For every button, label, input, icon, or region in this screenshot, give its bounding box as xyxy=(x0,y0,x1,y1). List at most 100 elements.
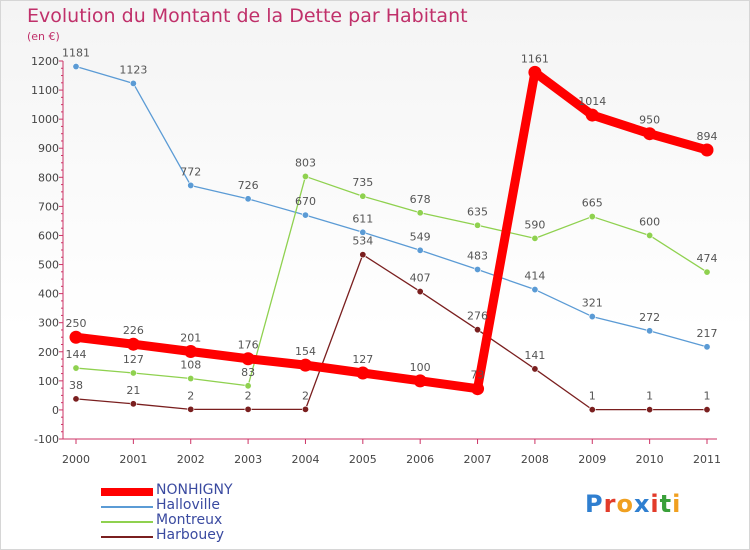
data-label-halloville: 483 xyxy=(467,249,488,262)
data-label-nonhigny: 100 xyxy=(410,361,431,374)
data-point-halloville xyxy=(244,195,252,203)
data-label-nonhigny: 201 xyxy=(180,331,201,344)
y-tick-label: 1100 xyxy=(31,84,59,97)
data-label-montreux: 108 xyxy=(180,359,201,372)
data-point-harbouey xyxy=(129,400,137,408)
data-point-harbouey xyxy=(588,406,596,414)
data-label-harbouey: 2 xyxy=(245,389,252,402)
data-label-halloville: 1181 xyxy=(62,47,90,60)
data-point-montreux xyxy=(416,209,424,217)
data-label-montreux: 127 xyxy=(123,353,144,366)
y-tick-label: 1200 xyxy=(31,55,59,68)
data-point-halloville xyxy=(531,286,539,294)
data-point-halloville xyxy=(129,79,137,87)
data-point-halloville xyxy=(588,313,596,321)
data-label-harbouey: 2 xyxy=(187,389,194,402)
data-label-harbouey: 1 xyxy=(646,390,653,403)
proxiti-logo: Proxiti xyxy=(585,490,681,518)
data-point-harbouey xyxy=(646,406,654,414)
data-point-halloville xyxy=(416,246,424,254)
data-point-halloville xyxy=(474,265,482,273)
logo-letter: t xyxy=(659,490,673,518)
legend-label: Montreux xyxy=(156,512,223,528)
data-point-montreux xyxy=(359,192,367,200)
legend-swatch xyxy=(101,488,153,496)
axes: -100010020030040050060070080090010001100… xyxy=(31,55,721,466)
data-label-nonhigny: 1161 xyxy=(521,52,549,65)
y-tick-label: 100 xyxy=(38,375,59,388)
data-point-montreux xyxy=(474,221,482,229)
data-point-nonhigny xyxy=(184,344,198,358)
data-point-nonhigny xyxy=(356,366,370,380)
x-tick-label: 2005 xyxy=(349,453,377,466)
series-line-montreux xyxy=(75,175,708,387)
y-tick-label: 700 xyxy=(38,200,59,213)
data-point-halloville xyxy=(646,327,654,335)
y-tick-label: 300 xyxy=(38,317,59,330)
y-tick-label: 500 xyxy=(38,259,59,272)
y-tick-label: 400 xyxy=(38,288,59,301)
data-point-montreux xyxy=(72,364,80,372)
logo-letter: i xyxy=(672,490,682,518)
data-point-nonhigny xyxy=(471,382,485,396)
data-label-nonhigny: 73 xyxy=(471,369,485,382)
x-tick-label: 2007 xyxy=(464,453,492,466)
data-label-halloville: 670 xyxy=(295,195,316,208)
data-label-montreux: 590 xyxy=(524,218,545,231)
data-point-montreux xyxy=(244,382,252,390)
data-label-halloville: 414 xyxy=(524,270,545,283)
y-tick-label: 900 xyxy=(38,142,59,155)
data-point-harbouey xyxy=(301,405,309,413)
data-point-harbouey xyxy=(72,395,80,403)
y-tick-label: 800 xyxy=(38,171,59,184)
x-tick-label: 2011 xyxy=(693,453,721,466)
data-label-halloville: 611 xyxy=(352,212,373,225)
series-line-halloville xyxy=(75,65,708,348)
data-point-harbouey xyxy=(359,251,367,259)
data-label-harbouey: 1 xyxy=(589,390,596,403)
data-label-nonhigny: 250 xyxy=(66,317,87,330)
data-label-harbouey: 407 xyxy=(410,272,431,285)
data-point-nonhigny xyxy=(528,65,542,79)
data-label-halloville: 772 xyxy=(180,165,201,178)
legend-swatch xyxy=(101,521,153,523)
data-label-halloville: 1123 xyxy=(119,63,147,76)
logo-letter: x xyxy=(633,490,651,518)
logo-letter: P xyxy=(585,490,604,518)
data-point-harbouey xyxy=(187,405,195,413)
data-label-nonhigny: 894 xyxy=(697,130,718,143)
data-label-harbouey: 38 xyxy=(69,379,83,392)
data-point-nonhigny xyxy=(298,358,312,372)
data-label-nonhigny: 1014 xyxy=(578,95,606,108)
series-line-harbouey xyxy=(75,254,708,411)
data-point-montreux xyxy=(187,375,195,383)
data-label-montreux: 474 xyxy=(697,252,718,265)
x-tick-label: 2002 xyxy=(177,453,205,466)
data-label-montreux: 83 xyxy=(241,366,255,379)
data-label-harbouey: 141 xyxy=(524,349,545,362)
data-label-nonhigny: 154 xyxy=(295,345,316,358)
data-point-harbouey xyxy=(244,405,252,413)
x-tick-label: 2004 xyxy=(291,453,319,466)
data-label-harbouey: 21 xyxy=(126,384,140,397)
data-point-nonhigny xyxy=(643,127,657,141)
data-label-halloville: 726 xyxy=(238,179,259,192)
data-label-harbouey: 1 xyxy=(704,390,711,403)
data-point-montreux xyxy=(703,268,711,276)
data-point-montreux xyxy=(129,369,137,377)
data-label-halloville: 272 xyxy=(639,311,660,324)
data-label-montreux: 665 xyxy=(582,197,603,210)
data-point-nonhigny xyxy=(585,108,599,122)
data-label-montreux: 144 xyxy=(66,348,87,361)
data-label-halloville: 321 xyxy=(582,297,603,310)
data-point-harbouey xyxy=(416,288,424,296)
data-label-harbouey: 276 xyxy=(467,310,488,323)
data-label-harbouey: 2 xyxy=(302,389,309,402)
data-label-nonhigny: 176 xyxy=(238,339,259,352)
data-labels: 1181112377272667061154948341432127221714… xyxy=(62,47,718,403)
data-point-halloville xyxy=(359,228,367,236)
x-tick-label: 2003 xyxy=(234,453,262,466)
data-point-halloville xyxy=(72,63,80,71)
